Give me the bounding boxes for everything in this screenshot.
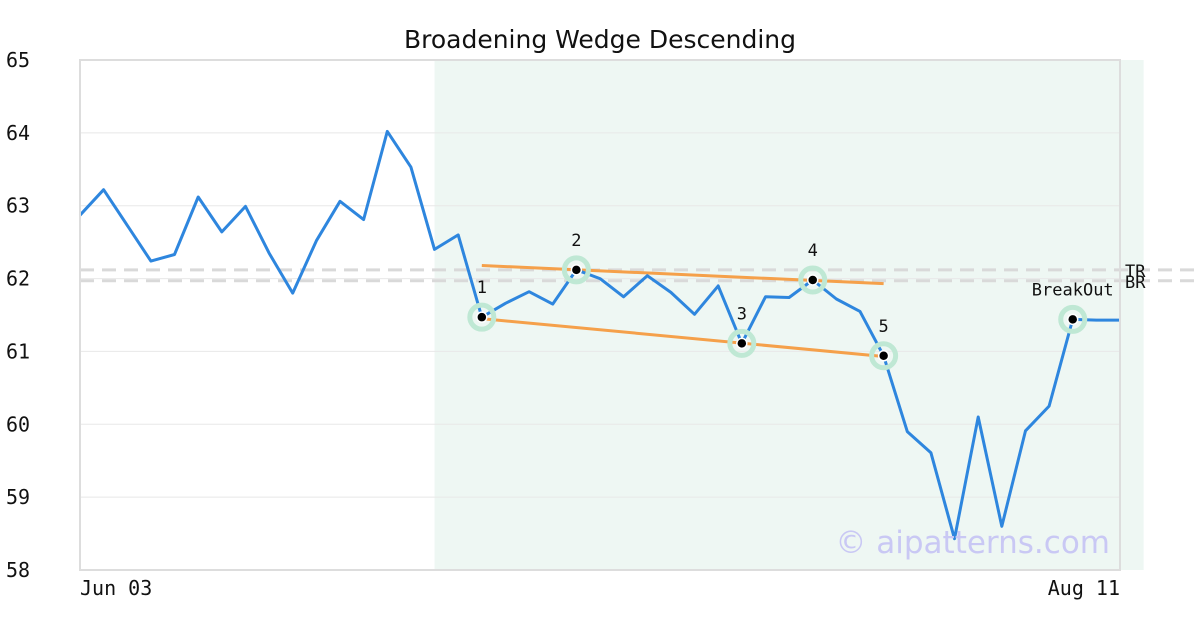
point-halo-breakout	[1058, 304, 1088, 334]
plot-frame	[79, 59, 1121, 571]
price-line	[78, 129, 1120, 541]
point-halo-5	[869, 341, 899, 371]
point-halo-4	[798, 265, 828, 295]
point-marker-5	[877, 350, 890, 362]
y-tick-label: 65	[6, 48, 30, 72]
point-label-4: 4	[808, 241, 818, 261]
point-label-2: 2	[571, 231, 581, 251]
y-tick-label: 63	[6, 194, 30, 218]
x-tick-label: Jun 03	[80, 576, 152, 600]
chart-title: Broadening Wedge Descending	[404, 25, 796, 54]
point-label-5: 5	[879, 317, 889, 337]
point-label-3: 3	[737, 304, 747, 324]
point-halo-3	[727, 328, 757, 358]
point-marker-4	[806, 274, 819, 286]
point-marker-1	[476, 311, 488, 323]
watermark: © aipatterns.com	[835, 525, 1110, 561]
y-tick-label: 64	[6, 121, 30, 145]
y-tick-label: 60	[6, 412, 30, 436]
point-marker-2	[570, 264, 583, 276]
point-label-1: 1	[477, 278, 487, 298]
point-halo-1	[467, 302, 497, 332]
point-halo-2	[561, 255, 591, 285]
reference-label-tr: TR	[1125, 262, 1146, 282]
y-tick-label: 62	[6, 267, 30, 291]
x-tick-label: Aug 11	[1048, 576, 1120, 600]
reference-label-br: BR	[1125, 273, 1146, 293]
point-marker-3	[736, 337, 748, 350]
y-tick-label: 58	[6, 558, 30, 582]
point-marker-breakout	[1066, 313, 1079, 326]
y-tick-label: 61	[6, 339, 30, 363]
y-tick-label: 59	[6, 485, 30, 509]
point-label-breakout: BreakOut	[1032, 280, 1114, 300]
pattern-region	[434, 60, 1144, 570]
trendline-lower	[481, 317, 884, 359]
